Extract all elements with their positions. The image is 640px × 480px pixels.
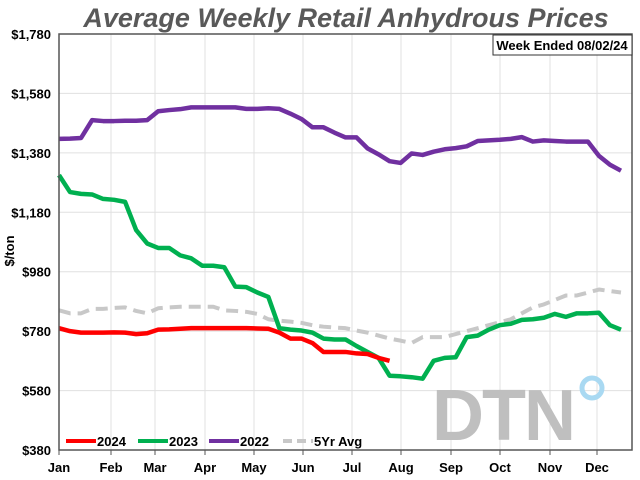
legend-label: 2024 — [97, 434, 127, 449]
series-lines — [57, 105, 623, 381]
y-ticks: $1,780 $1,580 $1,380 $1,180 $980 $780 $580 $380 — [11, 27, 51, 458]
series-line-2024 — [58, 325, 391, 364]
y-tick-label: $780 — [22, 324, 51, 339]
legend: 2024 2023 2022 5Yr Avg — [66, 434, 362, 449]
legend-label: 2022 — [240, 434, 269, 449]
x-tick-label: Sep — [439, 460, 463, 475]
x-tick-label: Feb — [99, 460, 122, 475]
x-tick-label: Aug — [388, 460, 413, 475]
legend-label: 2023 — [169, 434, 198, 449]
x-tick-label: May — [241, 460, 267, 475]
x-tick-label: Jul — [343, 460, 362, 475]
series-line-5yr-avg — [58, 287, 622, 346]
svg-text:DTN: DTN — [432, 376, 574, 456]
y-tick-label: $1,180 — [11, 205, 51, 220]
y-tick-label: $1,580 — [11, 86, 51, 101]
series-line-2023 — [57, 173, 622, 381]
x-tick-label: Jan — [48, 460, 70, 475]
series-line-2022 — [58, 105, 623, 173]
y-tick-label: $580 — [22, 384, 51, 399]
y-axis-label: $/ton — [2, 235, 17, 266]
legend-label: 5Yr Avg — [314, 434, 362, 449]
y-tick-label: $1,380 — [11, 146, 51, 161]
x-tick-label: Oct — [489, 460, 511, 475]
annotation-box: Week Ended 08/02/24 — [492, 34, 633, 56]
x-tick-label: Nov — [538, 460, 563, 475]
y-tick-label: $380 — [22, 443, 51, 458]
x-ticks: Jan Feb Mar Apr May Jun Jul Aug Sep Oct Nov Dec — [48, 450, 609, 475]
x-tick-label: Jun — [291, 460, 314, 475]
y-tick-label: $1,780 — [11, 27, 51, 42]
x-tick-label: Dec — [585, 460, 609, 475]
y-tick-label: $980 — [22, 265, 51, 280]
x-tick-label: Mar — [143, 460, 166, 475]
x-tick-label: Apr — [194, 460, 216, 475]
chart-title: Average Weekly Retail Anhydrous Prices — [82, 3, 608, 33]
plot-frame — [58, 33, 633, 451]
dtn-logo: DTN — [432, 375, 605, 456]
week-ended-label: Week Ended 08/02/24 — [496, 38, 628, 53]
